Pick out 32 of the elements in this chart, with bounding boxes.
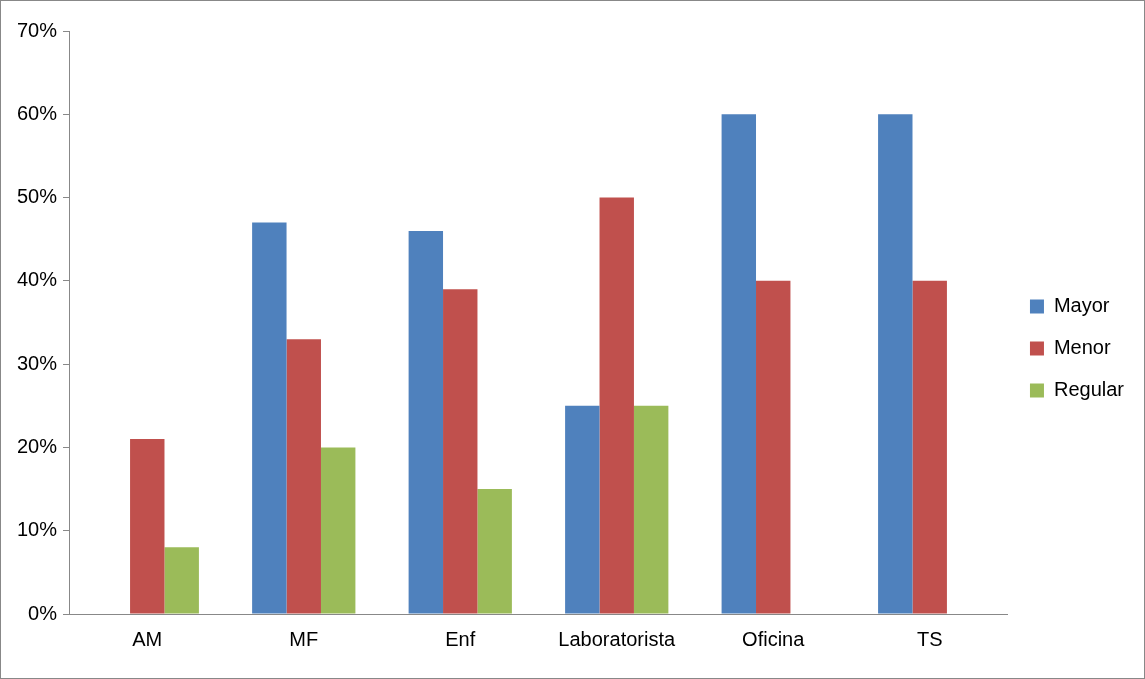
y-tick-label: 60%: [17, 101, 58, 124]
bar: [286, 339, 321, 614]
y-tick-label: 50%: [17, 185, 58, 208]
bar: [721, 114, 757, 614]
y-tick-label: 30%: [17, 351, 58, 374]
bar: [164, 547, 199, 614]
bar: [408, 230, 444, 614]
bar: [477, 489, 512, 614]
x-tick-label: TS: [916, 627, 943, 650]
x-tick-label: AM: [132, 627, 163, 650]
y-tick-label: 40%: [17, 268, 58, 291]
bar: [633, 405, 669, 614]
legend-label: Menor: [1053, 336, 1111, 359]
legend-label: Regular: [1053, 378, 1125, 401]
bar: [252, 222, 287, 614]
x-tick-label: Enf: [445, 627, 476, 650]
x-tick-label: Oficina: [742, 627, 806, 650]
bar: [443, 289, 478, 614]
legend-label: Mayor: [1053, 294, 1110, 317]
x-tick-label: Laboratorista: [558, 627, 676, 650]
y-tick-label: 10%: [17, 518, 58, 541]
y-tick-label: 70%: [17, 18, 58, 41]
y-tick-label: 0%: [28, 601, 58, 624]
bar: [878, 114, 913, 614]
y-tick-label: 20%: [17, 434, 58, 457]
bar: [912, 280, 947, 614]
bar: [565, 405, 600, 614]
bar: [756, 280, 791, 614]
x-tick-label: MF: [289, 627, 319, 650]
bar: [320, 447, 356, 614]
bar: [599, 197, 634, 614]
bar: [130, 439, 165, 614]
